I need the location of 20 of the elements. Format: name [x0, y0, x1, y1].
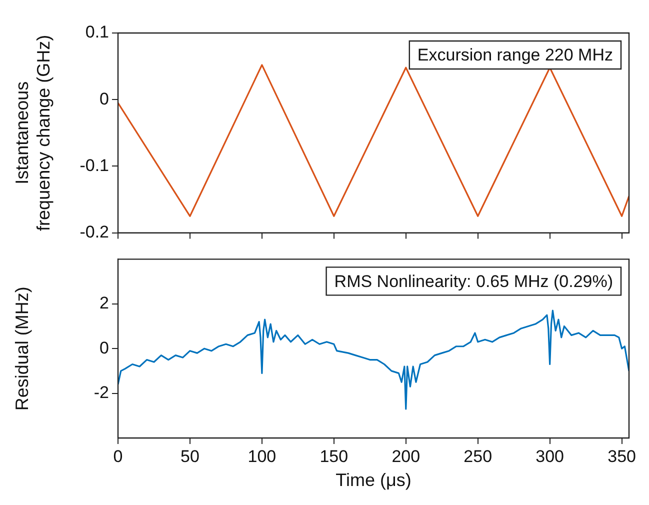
y-axis-title: Istantaneous frequency change (GHz) — [12, 34, 54, 231]
annotation: Excursion range 220 MHz — [417, 46, 613, 65]
annotation: RMS Nonlinearity: 0.65 MHz (0.29%) — [334, 272, 614, 291]
x-tick-label: 200 — [392, 446, 420, 466]
x-tick-label: 300 — [536, 446, 564, 466]
y-tick-label: -2 — [94, 382, 109, 402]
x-tick-label: 150 — [320, 446, 348, 466]
y-tick-label: 0.1 — [85, 22, 109, 42]
y-tick-label: -0.2 — [80, 222, 109, 242]
x-tick-label: 0 — [113, 446, 123, 466]
x-tick-label: 100 — [248, 446, 276, 466]
y-tick-label: 0 — [100, 89, 109, 108]
y-tick-label: 0 — [100, 338, 109, 358]
y-tick-label: 2 — [100, 294, 109, 313]
x-tick-label: 50 — [180, 446, 200, 466]
x-tick-label: 350 — [608, 446, 636, 466]
x-tick-label: 250 — [464, 446, 492, 466]
x-axis-title: Time (μs) — [336, 470, 412, 490]
y-axis-title: Residual (MHz) — [12, 286, 32, 411]
y-tick-label: -0.1 — [80, 156, 109, 175]
